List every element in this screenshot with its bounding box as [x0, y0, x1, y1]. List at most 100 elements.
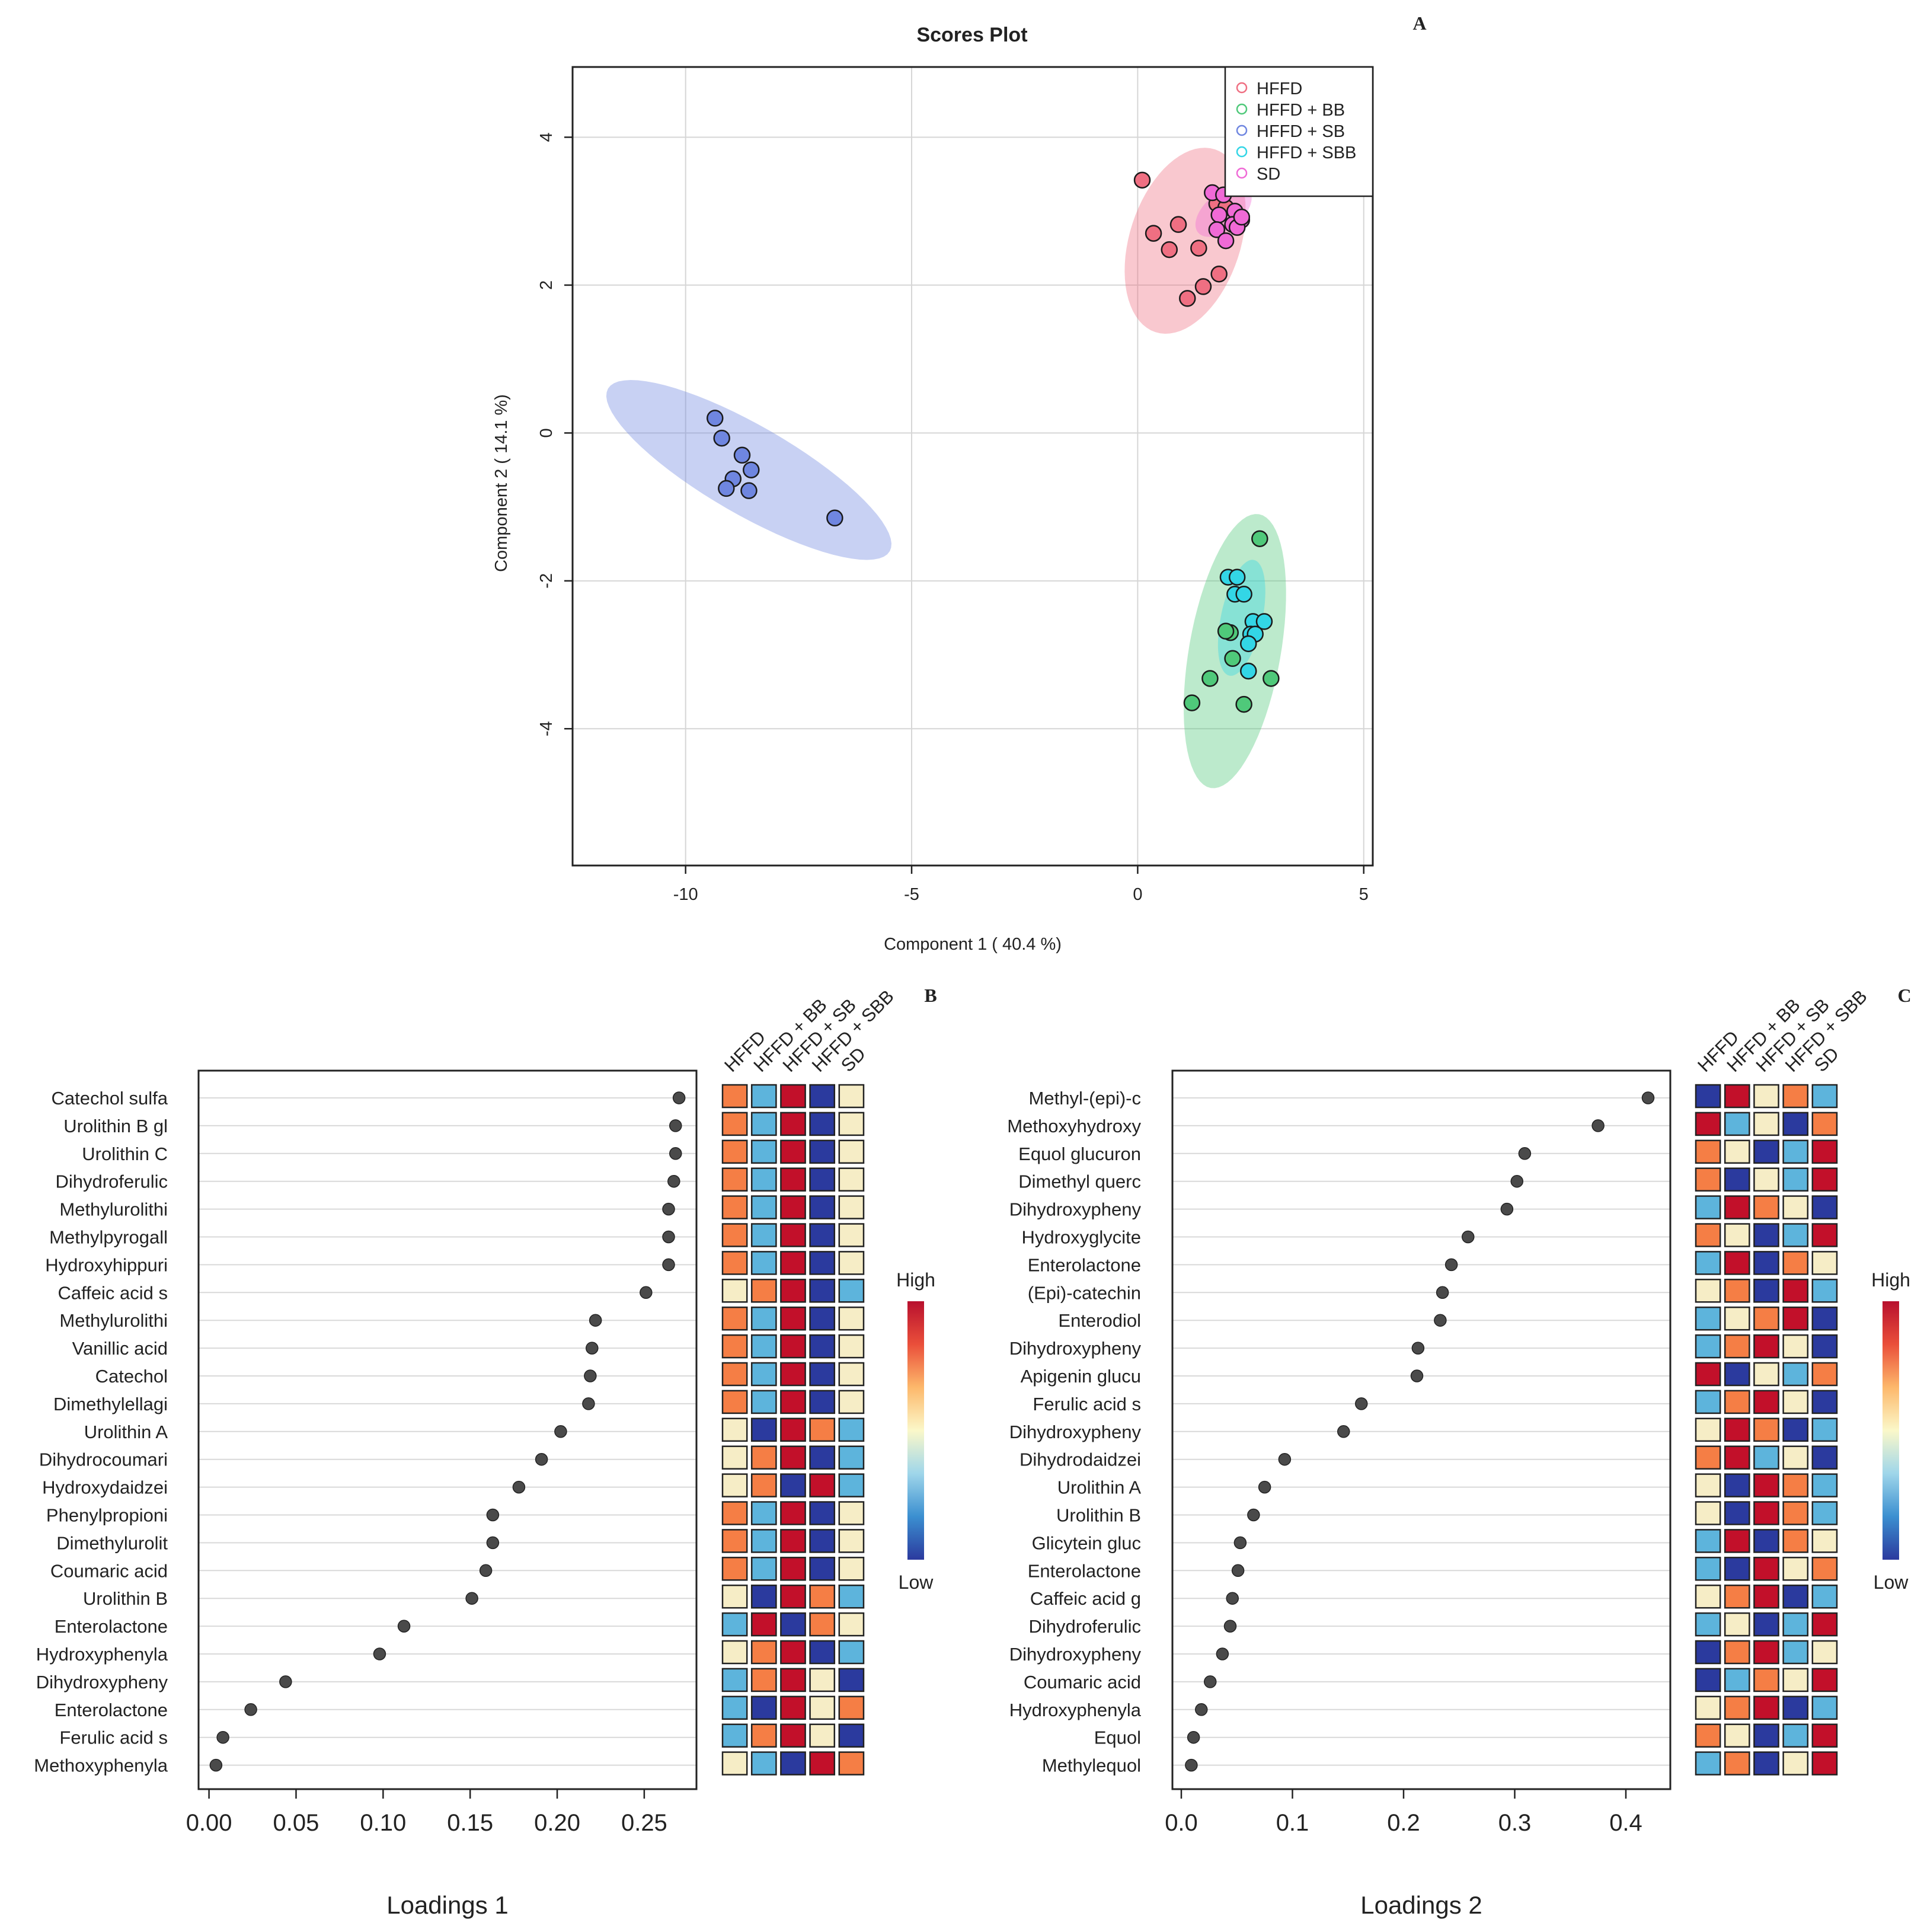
heat-cell-hydroxyhippuri-hffd-sbb — [809, 1251, 836, 1275]
heat-cell-methylequol-sd — [1811, 1751, 1838, 1775]
point-hffd-sb — [826, 509, 843, 527]
heat-cell-phenylpropioni-hffd-bb — [750, 1501, 777, 1525]
panel-c-x-axis-label: Loadings 2 — [1360, 1891, 1482, 1919]
loading-point-hydroxyphenyla — [1195, 1703, 1208, 1716]
loading-point-urolithin-a — [1258, 1480, 1271, 1494]
loading-point-methyl-epi-c — [1641, 1091, 1655, 1104]
loading-point-equol-glucuron — [1518, 1147, 1532, 1160]
metabolite-label: Dihydrocoumari — [39, 1449, 168, 1470]
heat-cell-dimethyl-querc-hffd-bb — [1724, 1167, 1750, 1192]
heat-cell-urolithin-b-gl-sd — [838, 1112, 865, 1136]
heat-cell-coumaric-acid-hffd-sbb — [1782, 1668, 1809, 1693]
heat-cell-dihydroxypheny-sd — [1811, 1417, 1838, 1442]
heat-cell-urolithin-b-gl-hffd-sb — [780, 1112, 806, 1136]
point-hffd-sbb — [1240, 662, 1257, 680]
heat-cell-urolithin-a-sd — [1811, 1473, 1838, 1497]
metabolite-label: Methoxyphenyla — [34, 1755, 168, 1776]
heat-cell-dihydroferulic-sd — [1811, 1612, 1838, 1637]
panel-a-y-axis-label: Component 2 ( 14.1 %) — [492, 394, 511, 572]
heat-cell-enterolactone-hffd-bb — [1724, 1251, 1750, 1275]
heat-cell-dihydroxypheny-sd — [1811, 1195, 1838, 1219]
heat-cell-ferulic-acid-s-sd — [1811, 1390, 1838, 1414]
heat-cell-caffeic-acid-s-hffd-bb — [750, 1279, 777, 1303]
heat-cell-methyl-epi-c-hffd-bb — [1724, 1084, 1750, 1109]
heat-cell-methylpyrogall-sd — [838, 1223, 865, 1247]
panel-c-metabolite-labels: Methyl-(epi)-c Methoxyhydroxy Equol glucur… — [1007, 1088, 1141, 1776]
point-hffd — [1133, 171, 1151, 189]
legend-frame — [1224, 66, 1374, 197]
heat-cell-urolithin-b-hffd-sb — [1753, 1501, 1779, 1525]
heat-cell-dimethylurolit-hffd-sbb — [809, 1529, 836, 1553]
heat-cell-hydroxyglycite-hffd-sb — [1753, 1223, 1779, 1247]
heat-cell-enterolactone-hffd-sbb — [1782, 1251, 1809, 1275]
loading-point-dihydroxypheny — [1337, 1425, 1350, 1438]
heat-cell-equol-sd — [1811, 1723, 1838, 1748]
heat-cell-dihydroferulic-hffd-sbb — [1782, 1612, 1809, 1637]
heat-cell-ferulic-acid-s-hffd — [1695, 1390, 1721, 1414]
metabolite-label: Enterodiol — [1058, 1310, 1141, 1331]
x-tick-label: 0.2 — [1387, 1810, 1420, 1836]
legend-marker-hffd-sb — [1236, 124, 1248, 136]
loading-point-enterolactone — [397, 1620, 411, 1633]
heat-cell-enterodiol-hffd-bb — [1724, 1306, 1750, 1331]
heat-cell-methylurolithi-hffd-bb — [750, 1195, 777, 1219]
metabolite-label: (Epi)-catechin — [1028, 1282, 1141, 1303]
point-hffd — [1179, 290, 1196, 307]
legend-label-hffd-sbb: HFFD + SBB — [1257, 143, 1356, 162]
heat-cell-glicytein-gluc-hffd-sb — [1753, 1529, 1779, 1553]
heat-cell-urolithin-c-hffd-sb — [780, 1139, 806, 1164]
heat-cell-dihydroxypheny-hffd — [1695, 1640, 1721, 1665]
point-hffd-sbb — [1255, 613, 1273, 630]
heat-cell-coumaric-acid-hffd — [1695, 1668, 1721, 1693]
heat-cell-enterolactone-hffd-bb — [750, 1612, 777, 1637]
heat-cell-dihydroxypheny-hffd-bb — [750, 1668, 777, 1693]
heat-cell-dimethylurolit-sd — [838, 1529, 865, 1553]
panel-b-scale-bar — [907, 1301, 924, 1560]
x-tick-label: 0.05 — [273, 1810, 319, 1836]
metabolite-label: Methylpyrogall — [49, 1227, 168, 1248]
loading-point-enterolactone — [1231, 1564, 1245, 1577]
heat-cell-urolithin-c-sd — [838, 1139, 865, 1164]
heat-cell-equol-glucuron-hffd-bb — [1724, 1139, 1750, 1164]
heat-cell-dihydrocoumari-hffd-sb — [780, 1445, 806, 1470]
loading-point-hydroxyhippuri — [662, 1258, 675, 1272]
heat-cell-methylequol-hffd-sb — [1753, 1751, 1779, 1775]
heat-cell-methylequol-hffd-bb — [1724, 1751, 1750, 1775]
heat-cell-ferulic-acid-s-hffd-bb — [750, 1723, 777, 1748]
panel-a-legend: HFFD HFFD + BB HFFD + SB HFFD + SBB SD — [1224, 66, 1374, 197]
x-tick-label: 0.15 — [447, 1810, 493, 1836]
heat-cell-phenylpropioni-hffd — [721, 1501, 748, 1525]
metabolite-label: Dihydroxypheny — [1009, 1338, 1142, 1359]
loading-point-epi-catechin — [1436, 1286, 1449, 1299]
heat-cell-dihydroxypheny-hffd — [1695, 1334, 1721, 1359]
heat-cell-urolithin-b-hffd — [721, 1584, 748, 1609]
heat-cell-catechol-hffd-bb — [750, 1362, 777, 1387]
panel-c-color-scale: High Low — [1871, 1269, 1910, 1593]
heat-cell-catechol-sulfa-hffd-sbb — [809, 1084, 836, 1109]
metabolite-label: Hydroxyphenyla — [1009, 1700, 1142, 1720]
heat-cell-methoxyhydroxy-hffd — [1695, 1112, 1721, 1136]
loading-point-methylpyrogall — [662, 1230, 675, 1244]
heat-cell-methyl-epi-c-hffd — [1695, 1084, 1721, 1109]
heat-cell-urolithin-a-hffd-bb — [1724, 1473, 1750, 1497]
panel-c-plot-frame — [1171, 1069, 1671, 1790]
heat-cell-coumaric-acid-hffd-sbb — [809, 1557, 836, 1581]
heat-cell-methylurolithi-hffd-sbb — [809, 1306, 836, 1331]
metabolite-label: Vanillic acid — [72, 1338, 168, 1359]
heat-cell-catechol-sulfa-sd — [838, 1084, 865, 1109]
heat-cell-methoxyphenyla-hffd-sbb — [809, 1751, 836, 1775]
heat-cell-methoxyhydroxy-hffd-sbb — [1782, 1112, 1809, 1136]
panel-b-loadings-1: B Catechol sulfa Urolithin B gl Urolithin … — [34, 985, 937, 1919]
heat-cell-epi-catechin-hffd-sbb — [1782, 1279, 1809, 1303]
legend-marker-hffd-sbb — [1236, 146, 1248, 158]
heat-cell-equol-hffd-sbb — [1782, 1723, 1809, 1748]
point-sd — [1208, 221, 1226, 238]
heat-cell-dihydrocoumari-hffd-bb — [750, 1445, 777, 1470]
heat-cell-dimethyl-querc-hffd-sb — [1753, 1167, 1779, 1192]
panel-c-x-axis: 0.0 0.1 0.2 0.3 0.4 — [1165, 1789, 1642, 1836]
heat-cell-vanillic-acid-hffd-sb — [780, 1334, 806, 1359]
heat-cell-hydroxyphenyla-hffd — [721, 1640, 748, 1665]
point-hffd-sb — [718, 480, 735, 497]
heat-cell-dimethyl-querc-sd — [1811, 1167, 1838, 1192]
metabolite-label: Hydroxydaidzei — [42, 1477, 168, 1498]
